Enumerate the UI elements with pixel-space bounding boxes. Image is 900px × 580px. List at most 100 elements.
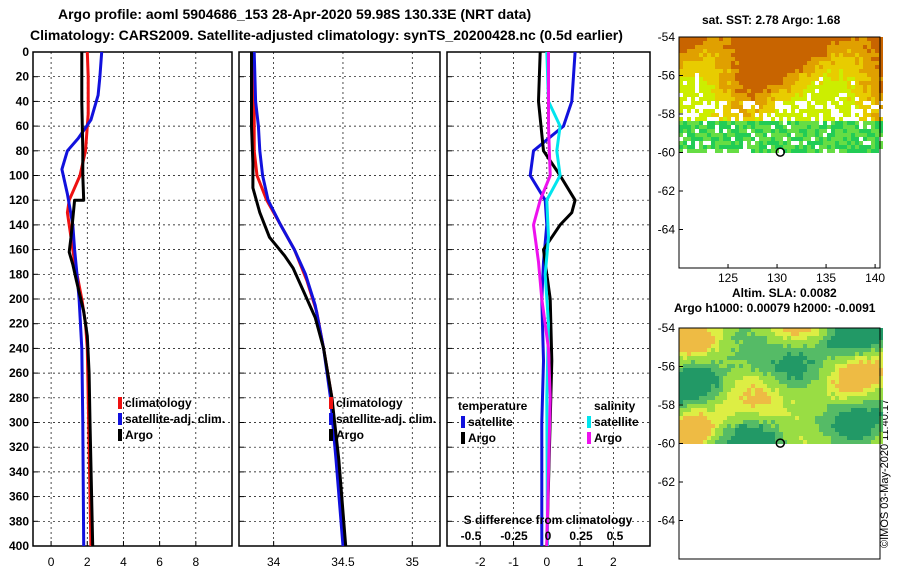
sla-map-cell <box>739 428 743 432</box>
sla-map-cell <box>875 424 879 428</box>
sla-map-cell <box>835 408 839 412</box>
sst-map-cell <box>855 125 859 129</box>
sla-map-cell <box>847 364 851 368</box>
sst-map-cell <box>791 149 795 153</box>
sla-map-cell <box>755 328 759 332</box>
sla-map-cell <box>687 352 691 356</box>
sla-map-cell <box>739 384 743 388</box>
sst-map-cell <box>799 93 803 97</box>
sla-map-cell <box>863 428 867 432</box>
sla-map-cell <box>827 392 831 396</box>
sla-map-cell <box>735 376 739 380</box>
sla-map-cell <box>747 428 751 432</box>
sst-map-cell <box>819 73 823 77</box>
sst-map-cell <box>779 57 783 61</box>
sla-map-cell <box>783 336 787 340</box>
sla-map-cell <box>743 440 747 444</box>
sla-map-cell <box>691 416 695 420</box>
sla-map-cell <box>711 420 715 424</box>
sst-map-cell <box>803 101 807 105</box>
sst-map-cell <box>787 117 791 121</box>
sst-map-cell <box>683 45 687 49</box>
sla-map-cell <box>715 372 719 376</box>
sst-map-cell <box>843 93 847 97</box>
sla-map-cell <box>679 436 683 440</box>
sst-map-cell <box>727 57 731 61</box>
sla-map-cell <box>731 352 735 356</box>
sst-map-cell <box>855 149 859 153</box>
sla-map-title-1: Altim. SLA: 0.0082 <box>732 286 837 300</box>
sla-map-cell <box>787 392 791 396</box>
sla-map-cell <box>755 408 759 412</box>
sst-map-cell <box>783 125 787 129</box>
sst-map-cell <box>715 109 719 113</box>
sst-map-cell <box>799 97 803 101</box>
sst-map-cell <box>679 121 683 125</box>
sdiff-tick-label: -0.5 <box>461 529 482 543</box>
sst-map-cell <box>711 41 715 45</box>
sst-map-cell <box>699 81 703 85</box>
sst-map-cell <box>727 69 731 73</box>
sst-map-cell <box>731 125 735 129</box>
sla-map-cell <box>867 408 871 412</box>
sla-map-cell <box>795 392 799 396</box>
sst-map-cell <box>839 69 843 73</box>
sst-map-cell <box>687 133 691 137</box>
sla-map-cell <box>831 340 835 344</box>
sst-map-cell <box>719 53 723 57</box>
sst-map-cell <box>723 137 727 141</box>
sst-map-cell <box>747 129 751 133</box>
sla-map-cell <box>859 356 863 360</box>
sst-map-cell <box>775 97 779 101</box>
sst-map-cell <box>751 97 755 101</box>
sst-map-cell <box>839 45 843 49</box>
sla-map-cell <box>719 336 723 340</box>
sst-map-cell <box>735 49 739 53</box>
sla-map-cell <box>691 392 695 396</box>
sst-map-cell <box>851 145 855 149</box>
sst-map-cell <box>755 85 759 89</box>
sla-map-cell <box>747 404 751 408</box>
sla-map-cell <box>855 344 859 348</box>
sla-map-cell <box>831 348 835 352</box>
sst-map-cell <box>763 93 767 97</box>
sla-map-cell <box>835 336 839 340</box>
sst-map-cell <box>859 61 863 65</box>
sla-map-cell <box>715 432 719 436</box>
sst-map-cell <box>879 129 883 133</box>
sst-map-cell <box>751 73 755 77</box>
sla-map-cell <box>839 340 843 344</box>
sst-map-cell <box>707 41 711 45</box>
sst-map-cell <box>847 53 851 57</box>
sla-map-cell <box>687 344 691 348</box>
sla-map-cell <box>751 380 755 384</box>
sst-map-cell <box>779 93 783 97</box>
sst-map-cell <box>847 77 851 81</box>
sst-map-cell <box>719 65 723 69</box>
sla-map-cell <box>723 336 727 340</box>
sla-map-cell <box>863 396 867 400</box>
sla-map-cell <box>811 424 815 428</box>
sla-map-cell <box>855 432 859 436</box>
sst-map-cell <box>751 101 755 105</box>
sst-map-cell <box>735 73 739 77</box>
sla-map-cell <box>835 404 839 408</box>
sst-map-cell <box>695 57 699 61</box>
sla-map-cell <box>719 364 723 368</box>
sla-map-cell <box>747 336 751 340</box>
sst-map-cell <box>871 77 875 81</box>
sla-map-cell <box>719 384 723 388</box>
sst-map-cell <box>695 137 699 141</box>
sla-map-cell <box>855 416 859 420</box>
sla-map-cell <box>727 340 731 344</box>
sla-map-cell <box>711 428 715 432</box>
sla-map-cell <box>775 424 779 428</box>
sla-map-cell <box>683 328 687 332</box>
sla-map-cell <box>787 396 791 400</box>
sla-map-cell <box>827 396 831 400</box>
sla-map-cell <box>747 384 751 388</box>
sst-map-cell <box>791 37 795 41</box>
sla-map-cell <box>695 360 699 364</box>
sla-map-cell <box>719 352 723 356</box>
sla-map-cell <box>755 396 759 400</box>
